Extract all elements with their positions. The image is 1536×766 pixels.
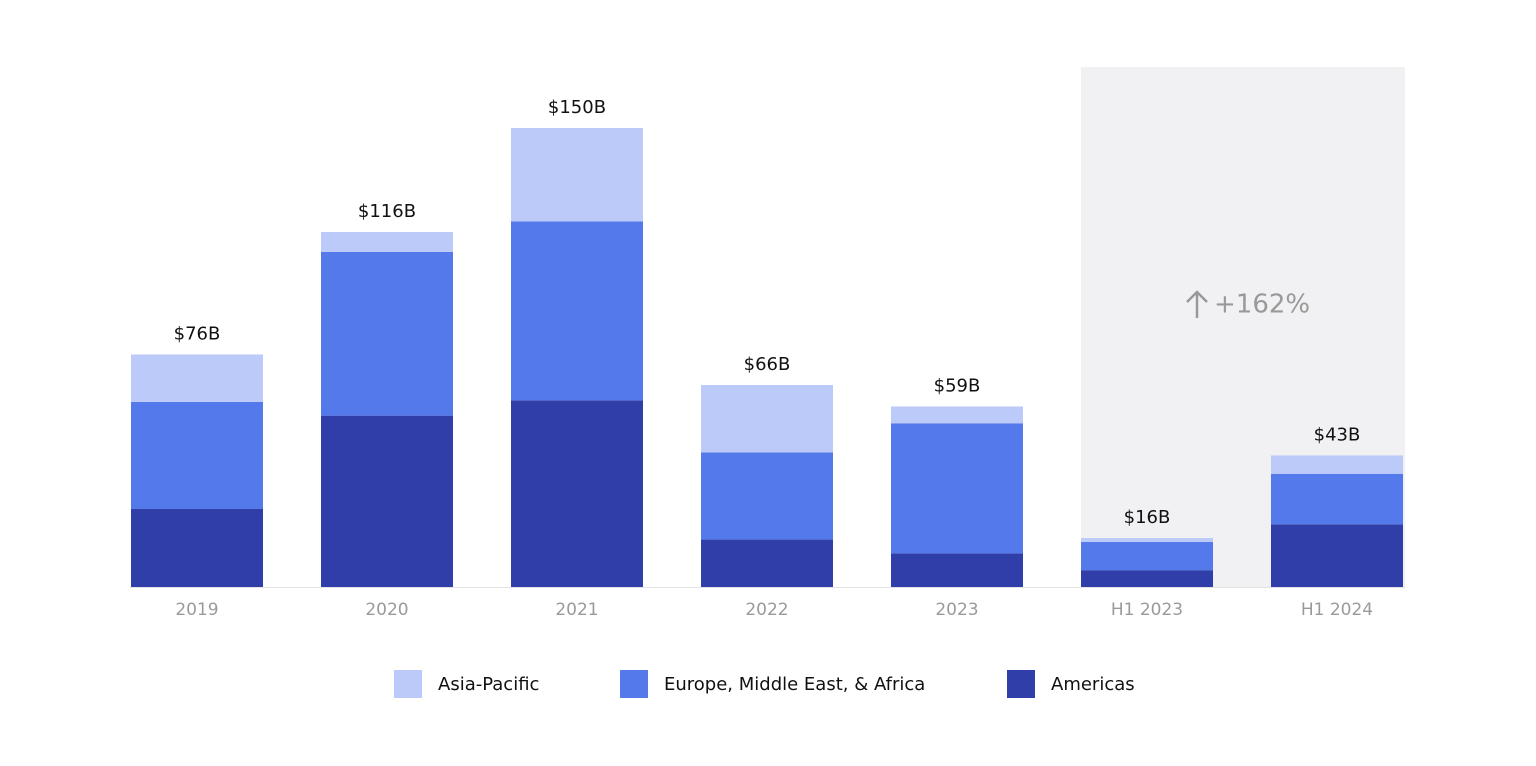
total-label: $59B (934, 375, 981, 396)
bar-segment (1271, 473, 1403, 525)
bar-segment (1271, 524, 1403, 587)
bar-segment (511, 400, 643, 587)
bar-segment (321, 232, 453, 252)
legend-swatch (620, 670, 648, 698)
total-label: $66B (744, 354, 791, 375)
legend-swatch (1007, 670, 1035, 698)
bar-segment (891, 423, 1023, 554)
bar-segment (511, 221, 643, 401)
legend-label: Europe, Middle East, & Africa (664, 674, 925, 695)
total-label: $43B (1314, 424, 1361, 445)
total-label: $16B (1124, 507, 1171, 528)
legend-label: Americas (1051, 674, 1135, 695)
x-tick-label: 2022 (745, 600, 788, 620)
bar-segment (131, 354, 263, 402)
x-tick-label: 2020 (365, 600, 408, 620)
bar-segment (701, 539, 833, 587)
bar-segment (1271, 455, 1403, 474)
bar-segment (321, 251, 453, 416)
x-tick-label: 2019 (175, 600, 218, 620)
total-label: $150B (548, 97, 606, 118)
x-tick-label: 2021 (555, 600, 598, 620)
x-tick-label: H1 2023 (1111, 600, 1183, 620)
annotation: +162% (1214, 290, 1310, 320)
x-tick-label: H1 2024 (1301, 600, 1373, 620)
bar-segment (1081, 538, 1213, 543)
bar-segment (1081, 570, 1213, 587)
up-arrow (1186, 290, 1208, 318)
bar-segment (131, 401, 263, 509)
x-tick-label: 2023 (935, 600, 978, 620)
legend-swatch (394, 670, 422, 698)
bar-segment (891, 553, 1023, 587)
bar-segment (131, 508, 263, 587)
total-label: $116B (358, 201, 416, 222)
bar-segment (701, 452, 833, 540)
bar-segment (1081, 542, 1213, 571)
total-label: $76B (174, 323, 221, 344)
bar-segment (891, 406, 1023, 424)
bar-segment (321, 415, 453, 587)
bar-segment (511, 128, 643, 222)
bar-segment (701, 385, 833, 453)
legend-label: Asia-Pacific (438, 674, 539, 695)
